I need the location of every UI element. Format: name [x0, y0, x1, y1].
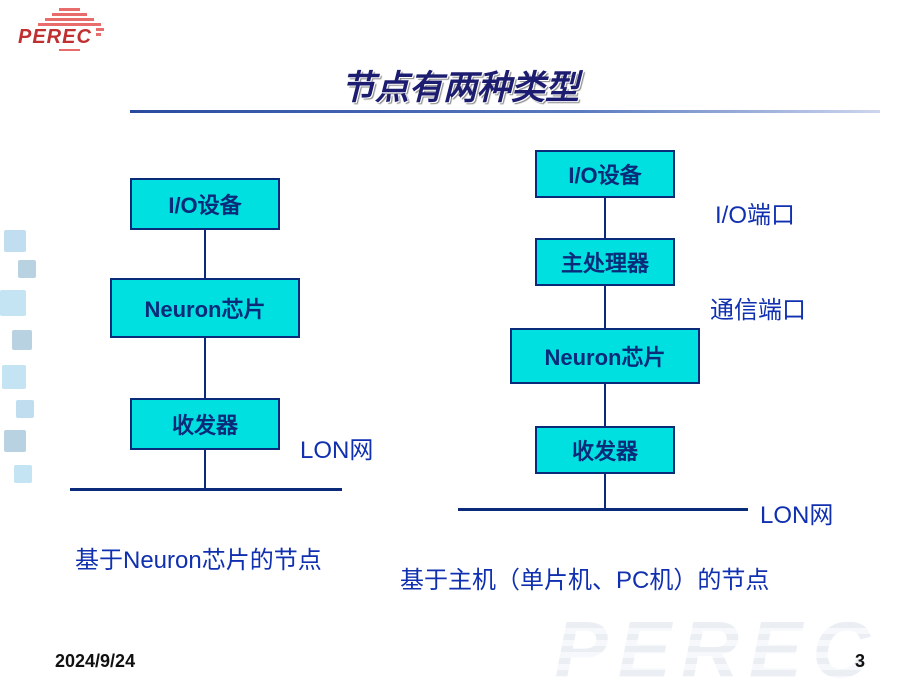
footer-date: 2024/9/24 [55, 651, 135, 672]
left-connector-3 [204, 450, 206, 488]
right-main-box: 主处理器 [535, 238, 675, 286]
watermark-text: PEREC [554, 610, 880, 690]
logo: PEREC [18, 8, 138, 58]
left-neuron-box: Neuron芯片 [110, 278, 300, 338]
left-lon-label: LON网 [300, 430, 373, 465]
left-trx-box: 收发器 [130, 398, 280, 450]
logo-text: PEREC [18, 26, 96, 49]
left-connector-2 [204, 338, 206, 398]
left-caption: 基于Neuron芯片的节点 [75, 540, 322, 575]
left-io-box: I/O设备 [130, 178, 280, 230]
right-connector-1 [604, 198, 606, 238]
right-io-port-label: I/O端口 [715, 195, 795, 230]
left-connector-1 [204, 230, 206, 278]
right-comm-port-label: 通信端口 [710, 290, 806, 325]
right-connector-2 [604, 286, 606, 328]
right-neuron-box: Neuron芯片 [510, 328, 700, 384]
right-lon-line [458, 508, 748, 511]
side-decoration-icon [0, 230, 40, 510]
right-caption: 基于主机（单片机、PC机）的节点 [400, 560, 769, 595]
right-trx-box: 收发器 [535, 426, 675, 474]
right-connector-3 [604, 384, 606, 426]
right-connector-4 [604, 474, 606, 508]
footer-page: 3 [855, 651, 865, 672]
right-io-box: I/O设备 [535, 150, 675, 198]
left-lon-line [70, 488, 342, 491]
right-lon-label: LON网 [760, 495, 833, 530]
slide-title: 节点有两种类型 [0, 60, 920, 109]
title-underline [130, 110, 880, 113]
